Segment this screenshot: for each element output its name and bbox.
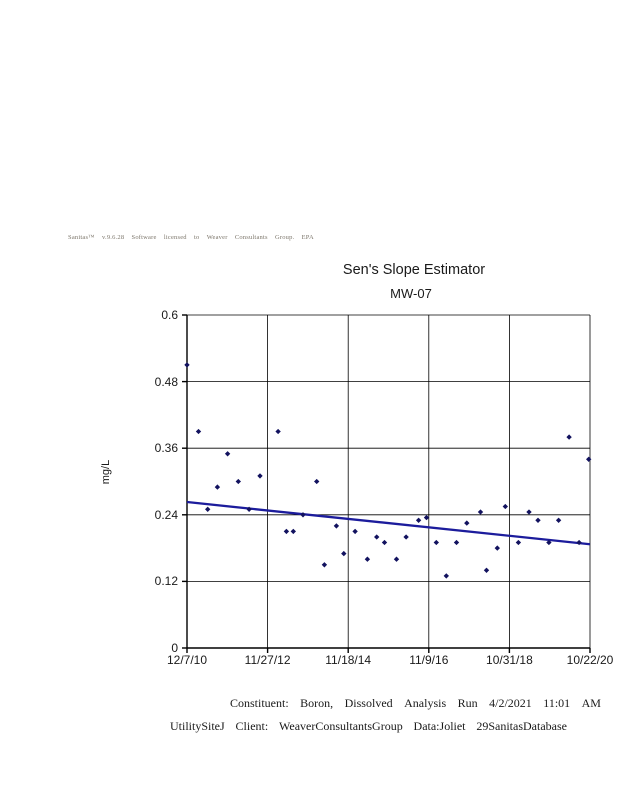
footer-text: 29SanitasDatabase	[476, 719, 567, 733]
license-text: Software	[131, 234, 157, 241]
data-point	[283, 528, 290, 535]
y-tick-label: 0.6	[161, 308, 178, 322]
footer-text: 11:01	[543, 696, 571, 710]
footer-text: WeaverConsultantsGroup	[279, 719, 403, 733]
y-axis-label: mg/L	[100, 459, 113, 485]
y-axis-ticks: 0.6 0.48 0.36 0.24 0.12 0	[130, 308, 180, 655]
data-point	[195, 428, 202, 435]
data-point	[352, 528, 358, 535]
license-text: to	[193, 234, 200, 241]
data-point	[290, 528, 296, 535]
data-point	[576, 539, 582, 546]
y-tick-label: 0	[171, 641, 178, 655]
footer-text: Constituent:	[230, 696, 289, 710]
data-point	[494, 545, 500, 551]
x-axis-ticks: 12/7/10 11/27/12 11/18/14 11/9/16 10/31/18 10…	[167, 653, 613, 669]
footer-client-line: UtilitySiteJ Client: WeaverConsultantsGrou…	[170, 719, 567, 734]
data-point	[515, 539, 522, 546]
data-point	[246, 506, 252, 512]
data-point	[526, 509, 532, 515]
data-point	[184, 362, 190, 368]
data-point	[453, 539, 460, 546]
data-point	[586, 456, 592, 462]
footer-text: 4/2/2021	[489, 696, 532, 710]
data-point	[403, 534, 409, 540]
data-point	[546, 539, 552, 546]
sen-trend-line	[186, 500, 591, 546]
data-point	[535, 517, 541, 523]
data-point	[555, 517, 562, 523]
data-point	[333, 523, 340, 529]
x-tick-label: 11/27/12	[244, 653, 291, 667]
data-point	[566, 434, 572, 440]
chart-subtitle: MW-07	[390, 286, 432, 301]
license-text: Sanitas™	[68, 234, 95, 241]
data-point	[433, 539, 439, 546]
data-point	[483, 567, 490, 573]
data-point	[235, 478, 241, 485]
x-tick-label: 10/31/18	[486, 653, 533, 667]
footer-text: AM	[581, 696, 601, 710]
chart-title: Sen's Slope Estimator	[342, 262, 486, 278]
license-text: EPA	[301, 234, 314, 241]
footer-text: Data:Joliet	[413, 719, 466, 733]
x-tick-label: 10/22/20	[566, 653, 614, 667]
data-point	[314, 478, 320, 485]
x-tick-label: 12/7/10	[166, 653, 208, 667]
footer-text: Dissolved	[344, 696, 393, 710]
data-point	[393, 556, 400, 562]
sens-slope-plot	[182, 314, 592, 653]
footer-text: Client:	[235, 719, 269, 733]
data-point	[364, 556, 371, 562]
license-text: v.9.6.28	[101, 234, 125, 241]
data-point	[321, 562, 328, 568]
license-line: Sanitas™ v.9.6.28 Software licensed to Weaver…	[68, 234, 314, 241]
license-text: Weaver	[206, 234, 228, 241]
license-text: Consultants	[234, 234, 268, 241]
footer-text: Boron,	[300, 696, 334, 710]
license-text: Group.	[274, 234, 295, 241]
data-point	[214, 484, 221, 490]
footer-text: Run	[457, 696, 478, 710]
data-point	[423, 514, 430, 521]
license-text: licensed	[163, 234, 187, 241]
footer-text: UtilitySiteJ	[170, 719, 225, 733]
y-tick-label: 0.24	[154, 507, 178, 522]
y-tick-label: 0.48	[154, 374, 178, 389]
data-point	[464, 520, 470, 526]
footer-constituent-line: Constituent: Boron, Dissolved Analysis Run 4/…	[230, 696, 601, 711]
x-tick-label: 11/9/16	[409, 653, 449, 667]
y-tick-label: 0.12	[154, 574, 178, 589]
data-point	[257, 473, 263, 479]
y-tick-label: 0.36	[154, 441, 178, 456]
data-point	[477, 509, 484, 515]
data-point	[224, 451, 231, 457]
data-point	[205, 506, 211, 512]
data-point	[415, 517, 422, 523]
data-point	[502, 503, 508, 510]
x-tick-label: 11/18/14	[325, 653, 372, 667]
data-point	[381, 539, 388, 546]
data-point	[275, 428, 281, 435]
data-point	[341, 550, 347, 557]
data-point	[443, 573, 449, 579]
footer-text: Analysis	[404, 696, 447, 710]
data-point	[374, 534, 380, 540]
